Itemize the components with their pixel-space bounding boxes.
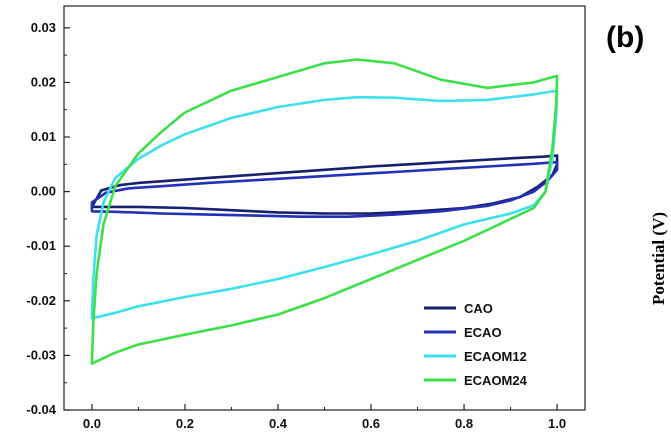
x-tick-label: 0.6 — [362, 416, 380, 431]
series-line-ecaom12 — [90, 89, 559, 320]
series-line-cao — [90, 154, 559, 215]
legend: CAO ECAO ECAOM12 ECAOM24 — [424, 301, 528, 388]
y-axis: -0.04 -0.03 -0.02 -0.01 0.00 0.01 0.02 0.03 — [26, 20, 70, 417]
side-axis-label: Potential (V) — [649, 212, 668, 305]
x-tick-label: 0.2 — [176, 416, 194, 431]
legend-label: ECAO — [464, 325, 502, 340]
y-tick-label: 0.00 — [31, 184, 56, 199]
y-tick-label: 0.01 — [31, 129, 56, 144]
x-tick-label: 0.8 — [455, 416, 473, 431]
y-tick-label: 0.02 — [31, 74, 56, 89]
series-layer — [90, 58, 559, 365]
y-tick-label: -0.04 — [26, 402, 56, 417]
y-tick-label: -0.03 — [26, 347, 56, 362]
x-tick-label: 0.0 — [83, 416, 101, 431]
y-tick-label: 0.03 — [31, 20, 56, 35]
panel-label: (b) — [606, 21, 644, 54]
x-axis: 0.0 0.2 0.4 0.6 0.8 1.0 — [83, 404, 566, 431]
x-tick-label: 1.0 — [548, 416, 566, 431]
y-tick-label: -0.01 — [26, 238, 56, 253]
plot-area: 0.0 0.2 0.4 0.6 0.8 1.0 -0.04 -0.03 -0.02 -0.01 0… — [26, 5, 586, 431]
legend-label: CAO — [464, 301, 493, 316]
legend-label: ECAOM12 — [464, 349, 527, 364]
series-line-ecao — [90, 160, 559, 218]
y-tick-label: -0.02 — [26, 293, 56, 308]
legend-label: ECAOM24 — [464, 373, 528, 388]
series-line-ecaom24 — [90, 58, 559, 365]
x-tick-label: 0.4 — [269, 416, 288, 431]
